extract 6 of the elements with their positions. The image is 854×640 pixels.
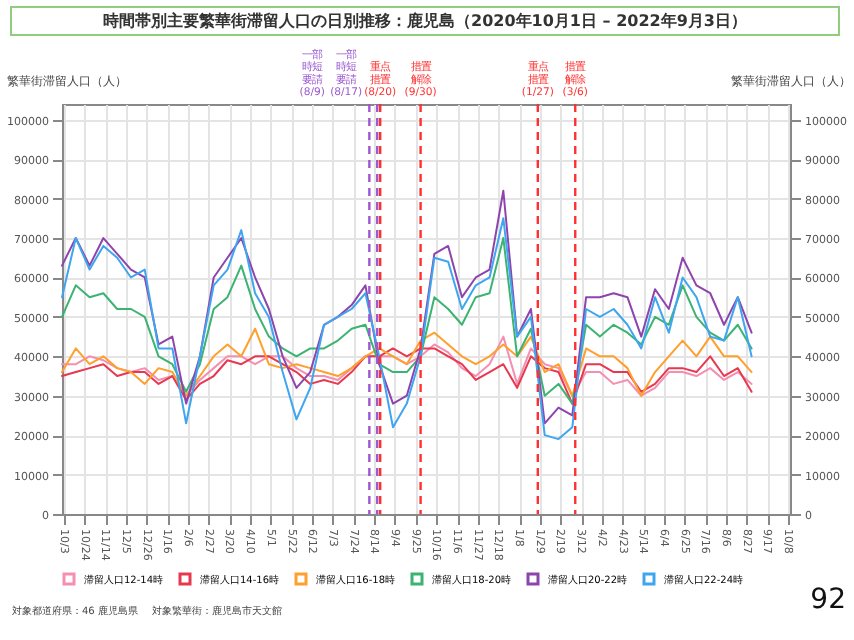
line-series bbox=[61, 189, 753, 425]
line-series bbox=[61, 347, 753, 405]
chart-title: 時間帯別主要繁華街滞留人口の日別推移：鹿児島（2020年10月1日 – 2022年9月3日） bbox=[10, 6, 840, 36]
line-series bbox=[61, 217, 753, 441]
line-series bbox=[61, 237, 753, 405]
text: 92 bbox=[810, 584, 846, 616]
